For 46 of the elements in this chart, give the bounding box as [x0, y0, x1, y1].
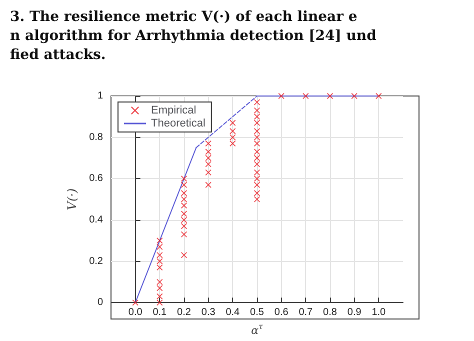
point: [254, 169, 260, 176]
point: [156, 244, 163, 250]
point: [230, 134, 236, 140]
x-tick-label: 0.0: [128, 307, 143, 318]
point: [230, 128, 236, 134]
point: [327, 93, 333, 99]
x-tick-label: 0.2: [177, 307, 192, 318]
x-tick-label: 0.8: [323, 307, 338, 318]
x-tick-label: 0.5: [250, 307, 264, 318]
legend-label: Theoretical: [151, 118, 206, 130]
point: [156, 252, 163, 258]
point: [156, 238, 163, 244]
point: [156, 293, 163, 300]
point: [205, 161, 212, 168]
point: [181, 231, 187, 238]
y-tick-label: 1: [97, 90, 104, 102]
point: [132, 300, 138, 306]
point: [156, 258, 163, 264]
point: [181, 216, 187, 223]
x-tick-label: 0.1: [152, 307, 168, 318]
y-tick-label: 0.2: [89, 256, 104, 267]
point: [254, 107, 260, 114]
x-tick-label: 0.6: [274, 307, 289, 318]
text: n algorithm for Arrhythmia detection [24] und: [10, 28, 377, 44]
point: [181, 252, 187, 258]
x-tick-label: 0.7: [298, 307, 314, 318]
point: [156, 285, 163, 292]
point: [205, 182, 212, 188]
x-tick-label: 0.3: [201, 307, 216, 318]
point: [254, 140, 260, 147]
x-tick-label: 1.0: [372, 307, 386, 318]
point: [156, 300, 163, 306]
point: [230, 120, 236, 126]
point: [254, 154, 260, 161]
text: fied attacks.: [10, 47, 106, 63]
y-tick-label: 0.6: [89, 173, 104, 184]
y-tick-label: 0: [97, 297, 104, 308]
point: [205, 148, 212, 155]
point: [181, 202, 187, 208]
legend-label: Empirical: [151, 104, 196, 116]
x-tick-label: 0.9: [347, 307, 362, 318]
text: 3. The resilience metric V(·) of each linear e: [10, 9, 358, 25]
y-axis-title: V(·): [65, 188, 80, 210]
y-tick-label: 0.8: [89, 132, 104, 143]
y-tick-label: 0.4: [89, 214, 104, 226]
x-tick-label: 0.4: [226, 307, 240, 318]
